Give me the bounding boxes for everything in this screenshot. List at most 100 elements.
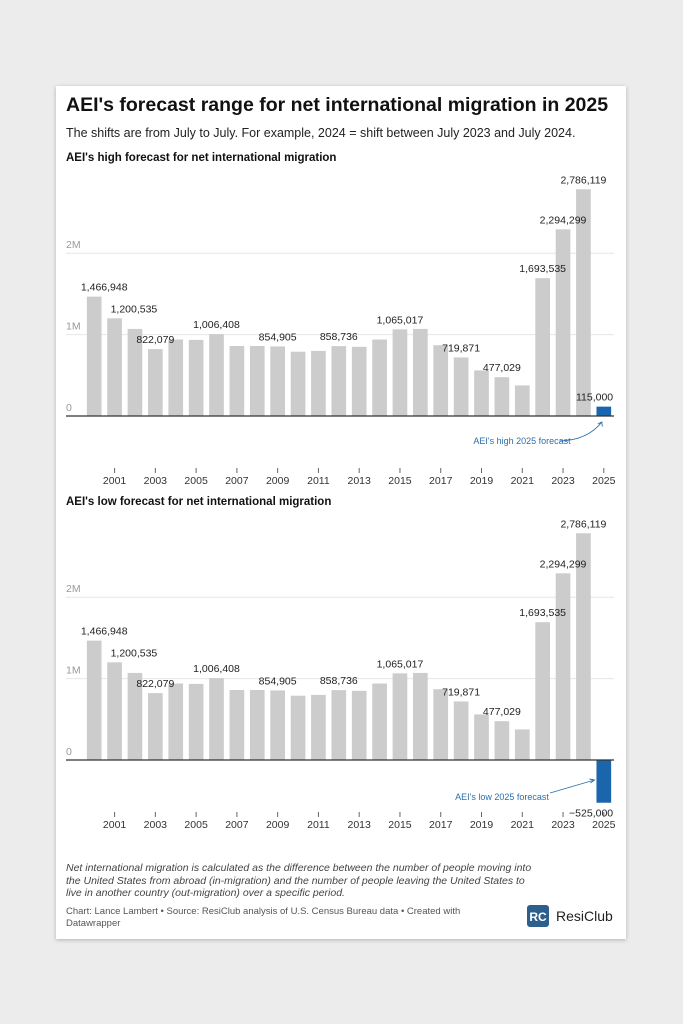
bar [188, 339, 204, 416]
data-label: 1,065,017 [377, 314, 424, 326]
bar [494, 721, 510, 760]
bar [127, 328, 143, 416]
annotation-arrow [549, 779, 595, 794]
data-label: 1,006,408 [193, 663, 240, 675]
bar [148, 349, 163, 416]
x-tick-label: 2009 [266, 475, 290, 487]
data-label: 1,693,535 [519, 607, 566, 619]
x-tick-label: 2007 [225, 475, 249, 487]
bar [229, 346, 245, 416]
bar [514, 729, 530, 760]
bar [372, 683, 387, 760]
footnote: Net international migration is calculate… [66, 862, 532, 899]
bar [168, 339, 184, 416]
bar [249, 346, 265, 416]
data-label: 719,871 [442, 342, 480, 354]
y-tick-label: 0 [66, 402, 72, 414]
bar [514, 385, 530, 416]
x-tick-label: 2013 [348, 819, 372, 831]
bar [474, 370, 489, 416]
data-label: 477,029 [483, 706, 521, 718]
resiclub-logo-icon: RC [527, 905, 549, 927]
y-tick-label: 1M [66, 665, 81, 677]
bar [270, 346, 285, 416]
data-label: 854,905 [259, 675, 297, 687]
bar [413, 328, 428, 416]
data-label: −525,000 [569, 808, 613, 820]
credit-line: Chart: Lance Lambert • Source: ResiClub … [66, 906, 461, 929]
data-label: 822,079 [136, 334, 174, 346]
bar [209, 678, 224, 760]
x-tick-label: 2019 [470, 475, 494, 487]
bar [576, 533, 591, 760]
bar [351, 346, 367, 416]
data-label: 1,006,408 [193, 319, 240, 331]
bar [209, 334, 224, 416]
data-label: 1,200,535 [111, 303, 158, 315]
x-tick-label: 2005 [184, 819, 208, 831]
bar [311, 350, 326, 416]
bar [392, 329, 408, 416]
data-label: 2,294,299 [540, 214, 587, 226]
bar [168, 683, 184, 760]
x-tick-label: 2007 [225, 819, 249, 831]
svg-text:RC: RC [529, 910, 547, 924]
bar [351, 690, 367, 760]
logo-text: ResiClub [556, 908, 613, 924]
data-label: 2,294,299 [540, 558, 587, 570]
data-label: 858,736 [320, 675, 358, 687]
data-label: 822,079 [136, 678, 174, 690]
bar [249, 690, 265, 760]
x-tick-label: 2011 [307, 475, 330, 487]
bar [188, 683, 204, 760]
forecast-bar [596, 406, 612, 416]
annotation-arrowhead [597, 421, 603, 427]
bar [392, 673, 408, 760]
x-tick-label: 2017 [429, 819, 453, 831]
x-tick-label: 2011 [307, 819, 330, 831]
bar [331, 690, 347, 760]
resiclub-logo: RC ResiClub [526, 904, 613, 928]
y-tick-label: 1M [66, 321, 81, 333]
bar [270, 690, 285, 760]
bar [229, 690, 245, 760]
x-tick-label: 2019 [470, 819, 494, 831]
x-tick-label: 2003 [144, 819, 168, 831]
data-label: 1,200,535 [111, 647, 158, 659]
annotation-label: AEI's high 2025 forecast [473, 436, 571, 446]
high-chart-title: AEI's high forecast for net internationa… [66, 152, 337, 164]
x-tick-label: 2023 [551, 475, 575, 487]
bar [433, 689, 449, 760]
annotation-arrow [559, 421, 603, 442]
x-tick-label: 2017 [429, 475, 453, 487]
bar [86, 640, 102, 760]
bar [127, 672, 143, 760]
bar [474, 714, 489, 760]
x-tick-label: 2021 [511, 475, 535, 487]
bar [331, 346, 347, 416]
low-forecast-chart: 0 1M 2M 1,466,948 1,200,535 822,079 1,006,408 8… [66, 518, 616, 831]
low-chart-title: AEI's low forecast for net international… [66, 496, 332, 508]
x-tick-label: 2023 [551, 819, 575, 831]
data-label: 719,871 [442, 686, 480, 698]
page-title: AEI's forecast range for net internation… [66, 94, 609, 116]
high-forecast-chart: 0 1M 2M 1,466,948 1,200,535 822,079 1,006,408 8… [66, 174, 616, 487]
annotation-arrowhead [589, 778, 596, 784]
bar [107, 318, 122, 416]
bar [555, 573, 571, 760]
bar [433, 345, 449, 416]
x-tick-label: 2001 [103, 475, 127, 487]
data-label: 1,065,017 [377, 658, 424, 670]
x-tick-label: 2003 [144, 475, 168, 487]
x-tick-label: 2009 [266, 819, 290, 831]
bar [311, 694, 326, 760]
data-label: 115,000 [576, 392, 613, 404]
data-label: 1,466,948 [81, 282, 128, 294]
y-tick-label: 0 [66, 746, 72, 758]
bar [453, 701, 469, 760]
bar [535, 622, 550, 760]
bar [576, 189, 591, 416]
bar [453, 357, 469, 416]
bar [290, 695, 306, 760]
bar [86, 296, 102, 416]
